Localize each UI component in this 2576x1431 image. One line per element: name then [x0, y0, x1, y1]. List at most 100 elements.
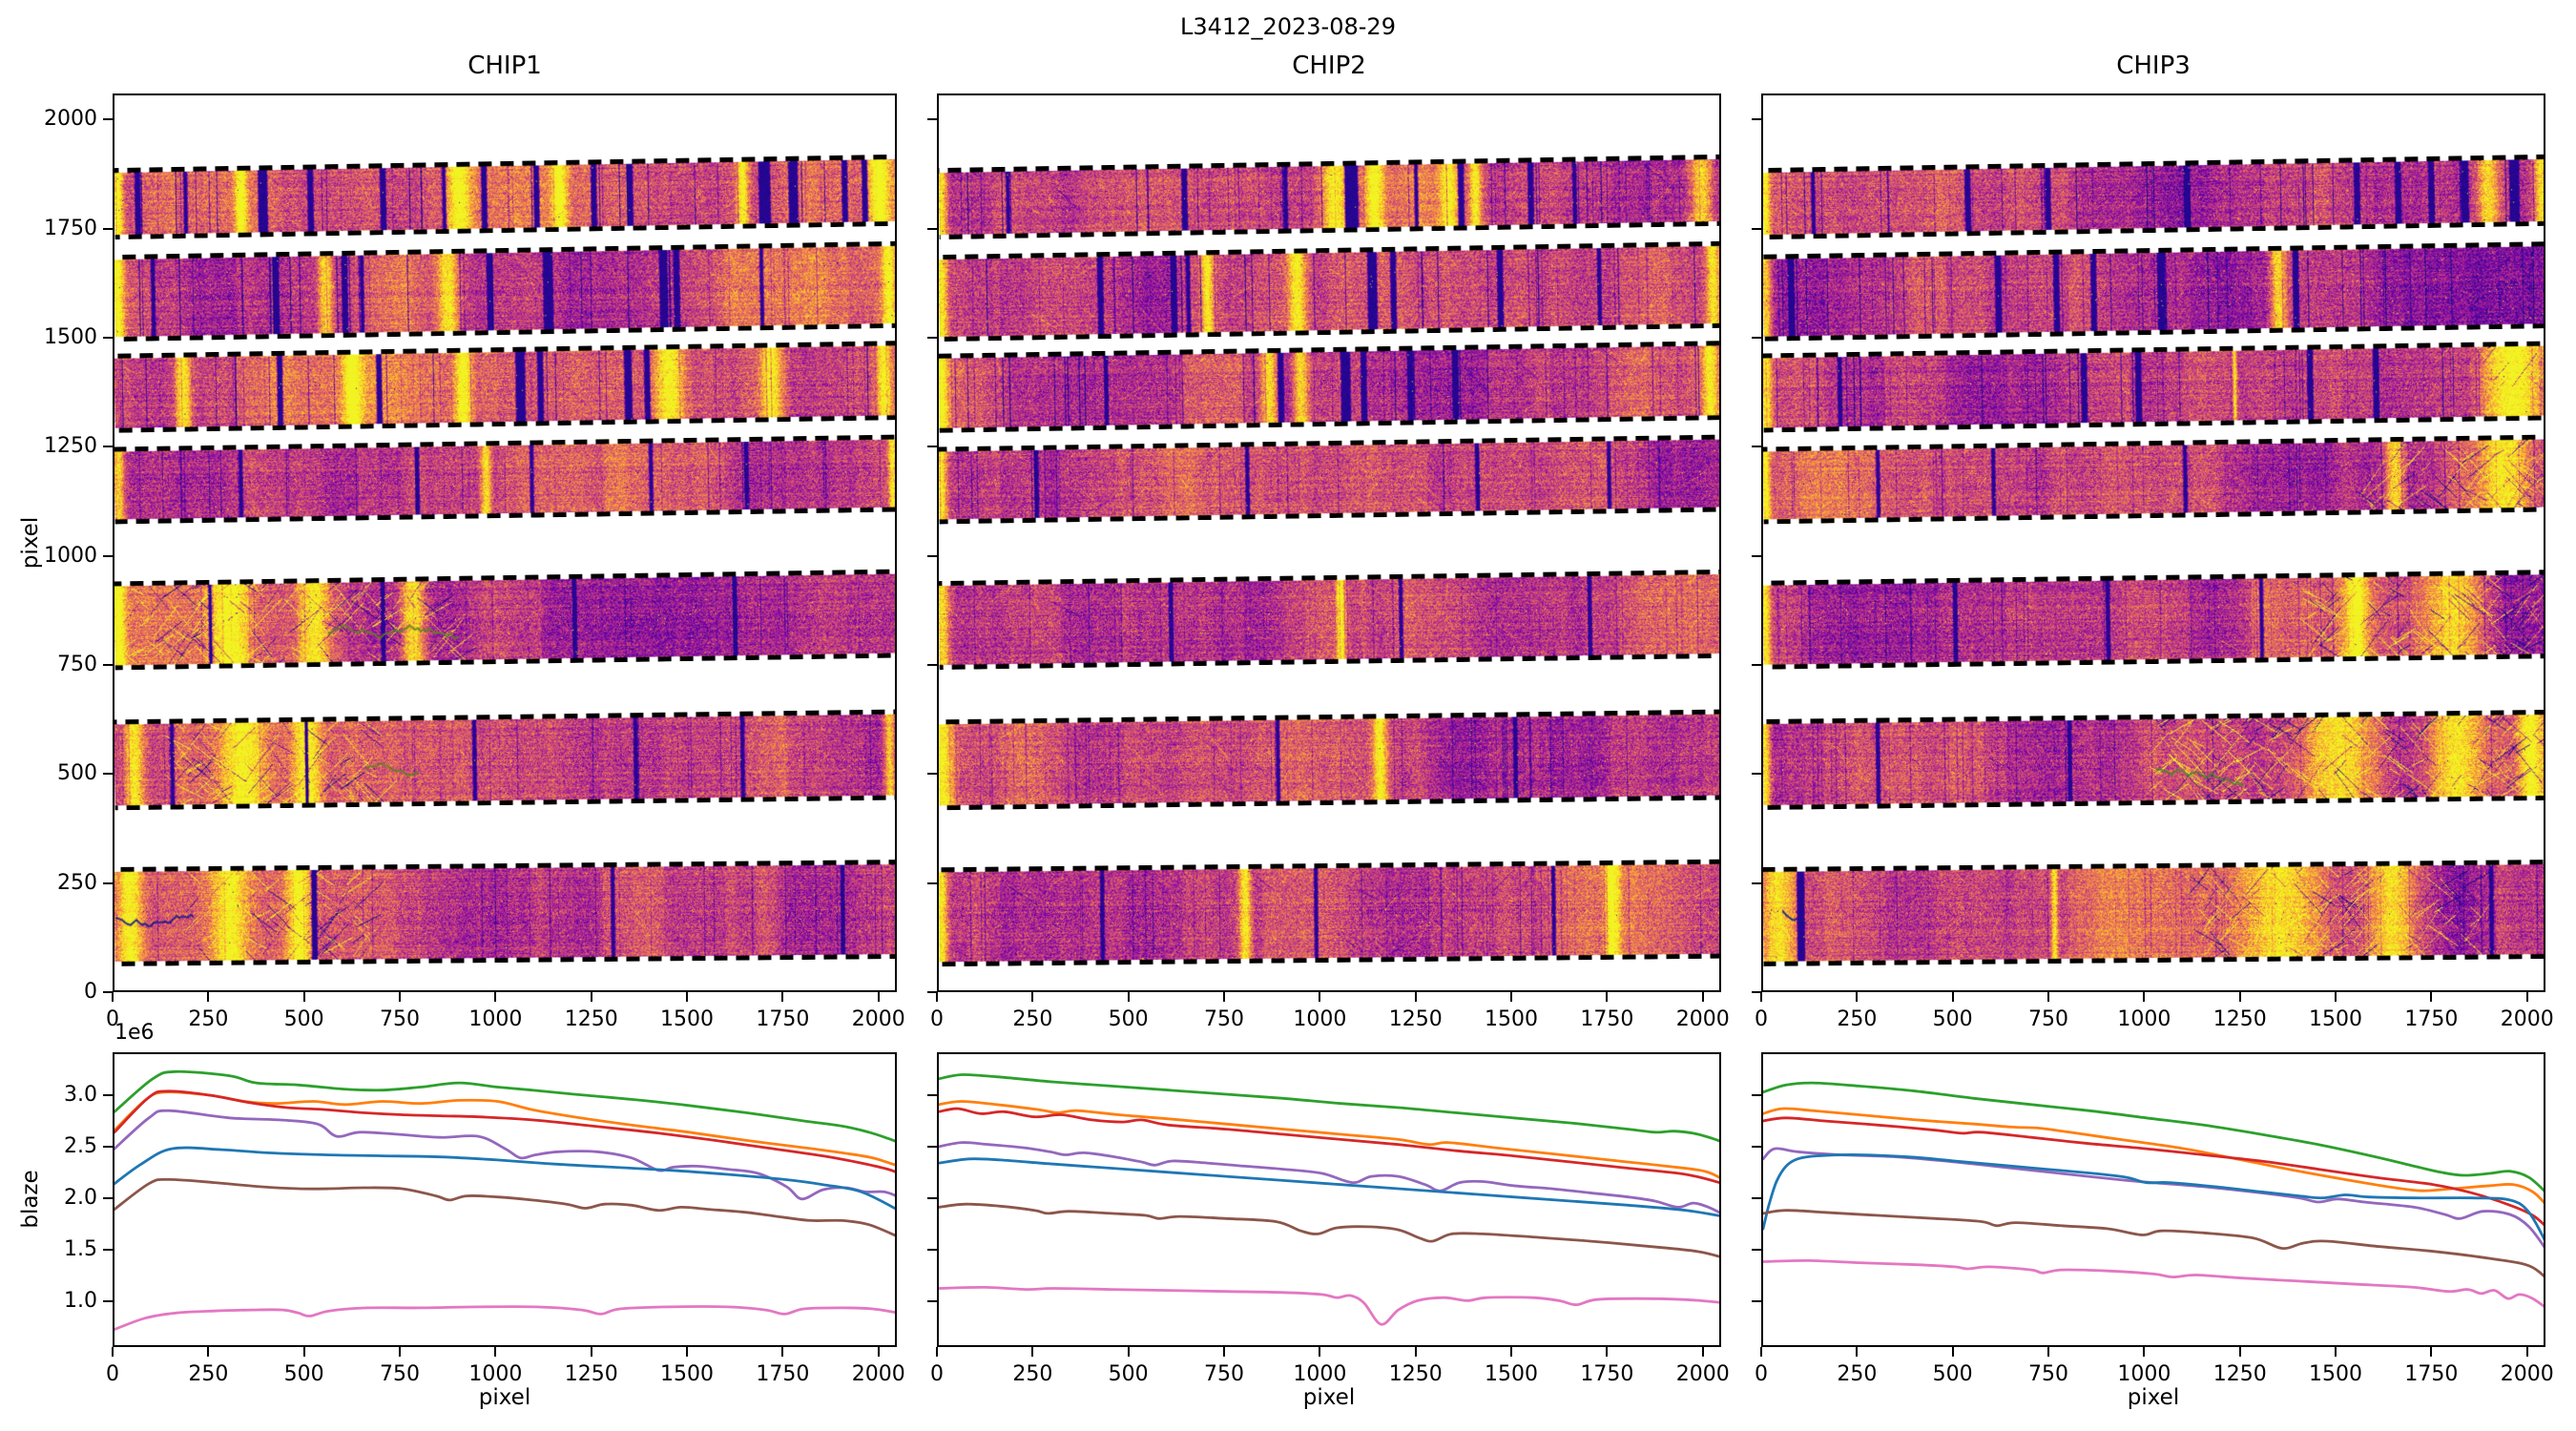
chip3-order-6-strip	[1763, 709, 2544, 811]
chip1-image-x-tick	[112, 992, 114, 1002]
chip2-blaze-curve-6	[939, 1202, 1719, 1258]
chip2-blaze-x-tick-label: 1000	[1293, 1362, 1347, 1386]
chip1-blaze-x-tick-label: 1750	[756, 1362, 810, 1386]
figure-title: L3412_2023-08-29	[1180, 13, 1396, 40]
chip3-blaze-x-axis-label: pixel	[2127, 1385, 2180, 1410]
chip1-blaze-curve-4	[114, 1109, 895, 1201]
chip3-image-x-tick-label: 2000	[2500, 1007, 2554, 1031]
chip2-image-x-tick-label: 1750	[1580, 1007, 1634, 1031]
chip1-image-x-tick	[494, 992, 497, 1002]
chip2-image-x-tick	[1606, 992, 1609, 1002]
chip2-blaze-curve-2	[939, 1100, 1719, 1179]
chip1-blaze-y-tick	[103, 1248, 113, 1251]
chip2-blaze-x-tick-label: 750	[1204, 1362, 1245, 1386]
chip2-blaze-panel	[937, 1052, 1721, 1347]
chip2-image-x-tick	[1319, 992, 1321, 1002]
chip1-blaze-x-tick	[112, 1347, 114, 1357]
chip1-blaze-x-tick-label: 2000	[851, 1362, 905, 1386]
chip1-blaze-x-tick	[207, 1347, 210, 1357]
chip3-image-x-tick-label: 1000	[2117, 1007, 2171, 1031]
chip2-blaze-x-tick-label: 500	[1108, 1362, 1149, 1386]
chip2-image-y-tick	[927, 554, 937, 557]
chip1-order-4-strip	[114, 434, 895, 525]
chip2-blaze-x-tick-label: 250	[1012, 1362, 1053, 1386]
chip3-blaze-x-tick	[2047, 1347, 2050, 1357]
chip2-blaze-curve-1	[939, 1073, 1719, 1143]
chip3-blaze-x-tick	[2143, 1347, 2146, 1357]
chip3-image-x-tick	[1760, 992, 1762, 1002]
chip1-order-2-strip	[114, 240, 895, 342]
chip1-blaze-curve-6	[114, 1177, 895, 1237]
chip3-blaze-curve-1	[1763, 1081, 2544, 1192]
chip3-blaze-y-tick	[1752, 1094, 1761, 1097]
chip3-blaze-x-tick	[1856, 1347, 1859, 1357]
chip2-image-x-tick	[1127, 992, 1130, 1002]
chip3-title: CHIP3	[2116, 52, 2191, 80]
chip3-blaze-curve-5	[1763, 1153, 2544, 1241]
chip2-image-x-tick	[1223, 992, 1226, 1002]
chip2-image-y-tick	[927, 773, 937, 776]
chip1-image-y-tick-label: 750	[57, 653, 97, 677]
chip1-image-y-tick	[103, 773, 113, 776]
chip3-blaze-plot	[1763, 1081, 2544, 1308]
chip1-blaze-x-tick	[686, 1347, 689, 1357]
chip3-image-y-tick	[1752, 554, 1761, 557]
chip2-title: CHIP2	[1292, 52, 1366, 80]
chip1-blaze-x-tick	[302, 1347, 305, 1357]
chip1-image-x-tick	[207, 992, 210, 1002]
chip1-image-x-tick	[590, 992, 592, 1002]
chip2-blaze-y-tick	[927, 1299, 937, 1302]
chip3-image-y-tick	[1752, 446, 1761, 448]
chip3-blaze-y-tick	[1752, 1196, 1761, 1199]
chip1-image-y-tick-label: 1500	[44, 325, 97, 350]
chip3-blaze-x-tick-label: 0	[1755, 1362, 1768, 1386]
chip1-image-y-tick	[103, 118, 113, 121]
chip1-blaze-plot	[114, 1069, 895, 1331]
chip3-image-y-tick	[1752, 227, 1761, 230]
chip1-image-y-tick-label: 1000	[44, 543, 97, 568]
chip2-blaze-curve-7	[939, 1285, 1719, 1326]
chip3-blaze-x-tick	[1951, 1347, 1954, 1357]
chip1-blaze-x-tick	[494, 1347, 497, 1357]
chip2-image-x-tick-label: 2000	[1675, 1007, 1730, 1031]
chip2-image-y-tick	[927, 337, 937, 340]
chip1-image-x-tick-label: 1500	[660, 1007, 715, 1031]
chip3-image-y-tick	[1752, 773, 1761, 776]
chip3-blaze-curve-3	[1763, 1116, 2544, 1227]
chip1-image-x-tick-label: 250	[188, 1007, 229, 1031]
chip3-blaze-x-tick	[2430, 1347, 2433, 1357]
chip3-blaze-x-tick-label: 1000	[2117, 1362, 2171, 1386]
chip2-image-x-tick	[1414, 992, 1417, 1002]
chip3-blaze-curve-4	[1763, 1147, 2544, 1249]
chip3-blaze-curve-2	[1763, 1107, 2544, 1204]
chip1-blaze-x-tick-label: 750	[380, 1362, 421, 1386]
chip3-image-x-tick-label: 1750	[2404, 1007, 2459, 1031]
chip2-image-x-tick-label: 1000	[1293, 1007, 1347, 1031]
chip3-order-1-strip	[1763, 154, 2544, 240]
chip2-blaze-x-tick	[1701, 1347, 1704, 1357]
chip3-blaze-x-tick-label: 750	[2028, 1362, 2069, 1386]
chip1-order-5-strip	[114, 569, 895, 671]
chip3-blaze-x-tick-label: 1750	[2404, 1362, 2459, 1386]
chip2-blaze-x-tick	[1127, 1347, 1130, 1357]
chip2-image-y-tick	[927, 881, 937, 884]
chip2-image-y-tick	[927, 446, 937, 448]
chip1-blaze-x-tick	[781, 1347, 784, 1357]
chip3-image-y-tick	[1752, 337, 1761, 340]
chip2-order-5-strip	[939, 569, 1719, 671]
chip1-order-7-strip	[114, 860, 895, 966]
chip2-blaze-x-tick-label: 1250	[1388, 1362, 1443, 1386]
chip1-blaze-x-axis-label: pixel	[478, 1385, 531, 1410]
chip1-image-x-tick	[399, 992, 402, 1002]
chip3-image-x-tick	[2525, 992, 2528, 1002]
chip3-image-x-tick	[2430, 992, 2433, 1002]
chip1-blaze-x-tick-label: 1000	[468, 1362, 523, 1386]
chip3-order-4-strip	[1763, 434, 2544, 525]
chip3-blaze-x-tick-label: 1250	[2212, 1362, 2267, 1386]
chip1-image-y-tick	[103, 881, 113, 884]
chip2-blaze-curve-5	[939, 1157, 1719, 1217]
chip2-image-x-tick-label: 750	[1204, 1007, 1245, 1031]
chip2-blaze-x-tick	[936, 1347, 938, 1357]
chip3-image-x-tick-label: 750	[2028, 1007, 2069, 1031]
chip2-image-y-tick	[927, 664, 937, 667]
